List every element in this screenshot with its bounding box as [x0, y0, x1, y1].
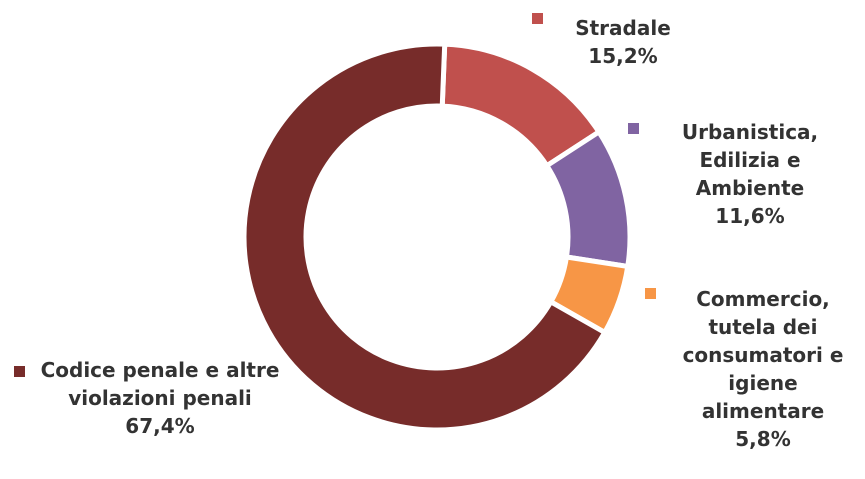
legend-marker: [532, 13, 543, 24]
legend-marker: [14, 366, 25, 377]
category-name: Codice penale e altre violazioni penali: [40, 358, 280, 410]
slice-label: Stradale 15,2%: [548, 14, 698, 70]
legend-marker: [645, 288, 656, 299]
category-name: Stradale: [575, 16, 671, 40]
category-name: Commercio, tutela dei consumatori e igie…: [682, 287, 844, 423]
value-label: 11,6%: [715, 204, 785, 228]
slice-label: Codice penale e altre violazioni penali 6…: [40, 356, 280, 440]
slice-label: Urbanistica, Edilizia e Ambiente 11,6%: [660, 118, 840, 230]
value-label: 5,8%: [735, 427, 791, 451]
value-label: 67,4%: [125, 414, 195, 438]
donut-slice: [241, 41, 609, 433]
slice-label: Commercio, tutela dei consumatori e igie…: [668, 285, 858, 453]
legend-marker: [628, 123, 639, 134]
value-label: 15,2%: [588, 44, 658, 68]
category-name: Urbanistica, Edilizia e Ambiente: [681, 120, 819, 200]
